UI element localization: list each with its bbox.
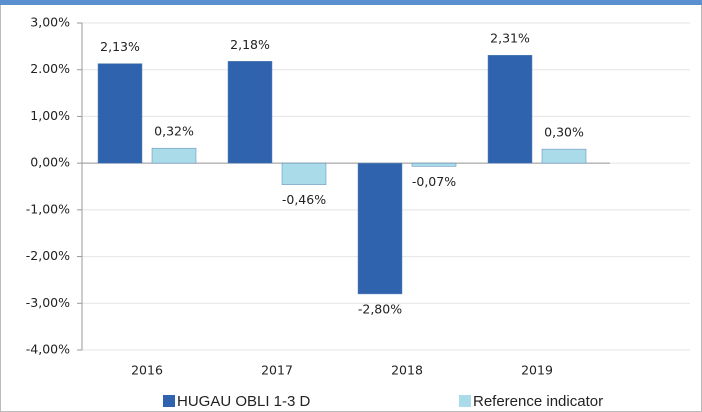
legend-swatch — [459, 395, 471, 407]
top-strip — [0, 0, 702, 5]
bar — [97, 63, 143, 164]
bar — [281, 162, 327, 185]
y-tick-label: 2.00% — [30, 61, 70, 76]
y-tick-label: -1,00% — [26, 201, 70, 216]
data-label: -2,80% — [358, 301, 402, 316]
bar — [411, 162, 457, 167]
data-label: -0,07% — [412, 174, 456, 189]
y-tick-label: 3,00% — [30, 15, 70, 30]
bar — [541, 148, 587, 164]
bar — [151, 147, 197, 164]
bar — [357, 162, 403, 295]
bar — [227, 61, 273, 164]
y-tick-label: 0,00% — [30, 155, 70, 170]
data-label: 0,30% — [544, 125, 584, 140]
data-label: 2,31% — [490, 31, 530, 46]
legend-swatch — [163, 395, 175, 407]
x-tick-label: 2018 — [391, 363, 423, 378]
data-label: 0,32% — [154, 124, 194, 139]
data-label: 2,18% — [230, 37, 270, 52]
legend-label: Reference indicator — [473, 393, 603, 410]
y-tick-label: -3,00% — [26, 295, 70, 310]
y-tick-label: -2,00% — [26, 248, 70, 263]
x-tick-label: 2017 — [261, 363, 293, 378]
legend: HUGAU OBLI 1-3 D Reference indicator — [163, 393, 603, 410]
data-label: -0,46% — [282, 192, 326, 207]
y-tick-label: 1,00% — [30, 108, 70, 123]
bar — [487, 54, 533, 164]
y-tick-label: -4,00% — [26, 342, 70, 357]
x-tick-label: 2019 — [521, 363, 553, 378]
x-tick-label: 2016 — [131, 363, 163, 378]
legend-label: HUGAU OBLI 1-3 D — [177, 393, 311, 410]
data-label: 2,13% — [100, 39, 140, 54]
